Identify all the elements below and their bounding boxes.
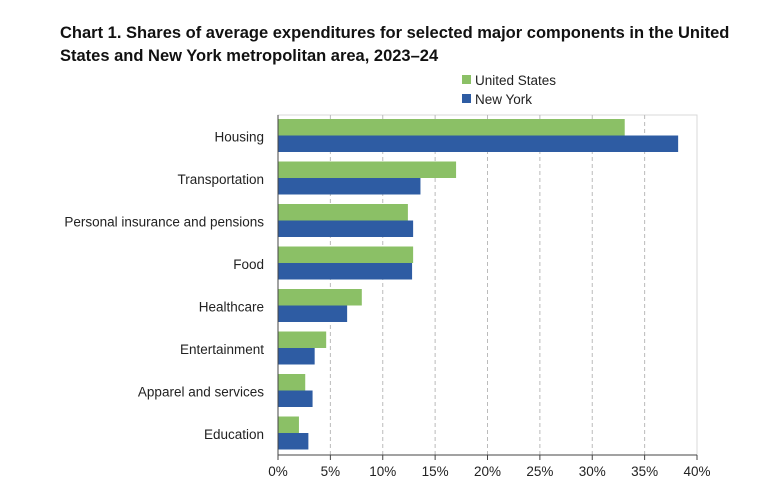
category-label: Education	[204, 427, 264, 442]
legend-swatch	[462, 94, 471, 103]
bar-united-states	[278, 331, 327, 348]
x-tick-label: 30%	[579, 464, 606, 479]
category-label: Food	[233, 257, 264, 272]
bar-new-york	[278, 390, 313, 407]
bar-united-states	[278, 289, 362, 306]
bar-united-states	[278, 416, 299, 433]
x-tick-label: 15%	[422, 464, 449, 479]
category-label: Housing	[214, 129, 264, 144]
bar-united-states	[278, 374, 306, 391]
category-label: Healthcare	[199, 299, 264, 314]
bar-new-york	[278, 263, 413, 280]
x-tick-label: 0%	[268, 464, 288, 479]
bar-new-york	[278, 305, 348, 322]
bar-new-york	[278, 348, 315, 365]
bar-united-states	[278, 246, 414, 263]
category-label: Personal insurance and pensions	[64, 214, 264, 229]
bar-united-states	[278, 204, 408, 221]
legend-label: United States	[475, 73, 556, 88]
x-tick-label: 25%	[526, 464, 553, 479]
x-tick-label: 5%	[321, 464, 341, 479]
category-label: Apparel and services	[138, 384, 264, 399]
x-tick-label: 35%	[631, 464, 658, 479]
legend-swatch	[462, 75, 471, 84]
category-label: Transportation	[177, 172, 264, 187]
x-tick-label: 10%	[369, 464, 396, 479]
bar-united-states	[278, 119, 625, 136]
bar-new-york	[278, 220, 414, 237]
x-tick-label: 40%	[683, 464, 710, 479]
bar-new-york	[278, 135, 679, 152]
bar-new-york	[278, 178, 421, 195]
category-label: Entertainment	[180, 342, 264, 357]
x-tick-label: 20%	[474, 464, 501, 479]
chart-title: Chart 1. Shares of average expenditures …	[60, 24, 730, 65]
bar-new-york	[278, 433, 309, 450]
bar-united-states	[278, 161, 457, 178]
legend-label: New York	[475, 92, 532, 107]
